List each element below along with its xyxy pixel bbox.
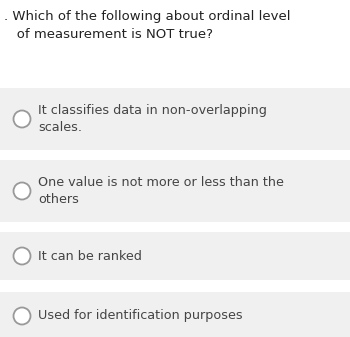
FancyBboxPatch shape bbox=[0, 232, 350, 280]
FancyBboxPatch shape bbox=[0, 160, 350, 222]
Text: It can be ranked: It can be ranked bbox=[38, 249, 142, 263]
Circle shape bbox=[14, 183, 30, 200]
Text: Used for identification purposes: Used for identification purposes bbox=[38, 309, 243, 323]
Text: of measurement is NOT true?: of measurement is NOT true? bbox=[4, 28, 213, 41]
FancyBboxPatch shape bbox=[0, 88, 350, 150]
Circle shape bbox=[14, 307, 30, 325]
Text: It classifies data in non-overlapping
scales.: It classifies data in non-overlapping sc… bbox=[38, 104, 267, 134]
Circle shape bbox=[14, 111, 30, 127]
Text: One value is not more or less than the
others: One value is not more or less than the o… bbox=[38, 176, 284, 206]
FancyBboxPatch shape bbox=[0, 292, 350, 337]
Text: . Which of the following about ordinal level: . Which of the following about ordinal l… bbox=[4, 10, 290, 23]
Circle shape bbox=[14, 247, 30, 265]
